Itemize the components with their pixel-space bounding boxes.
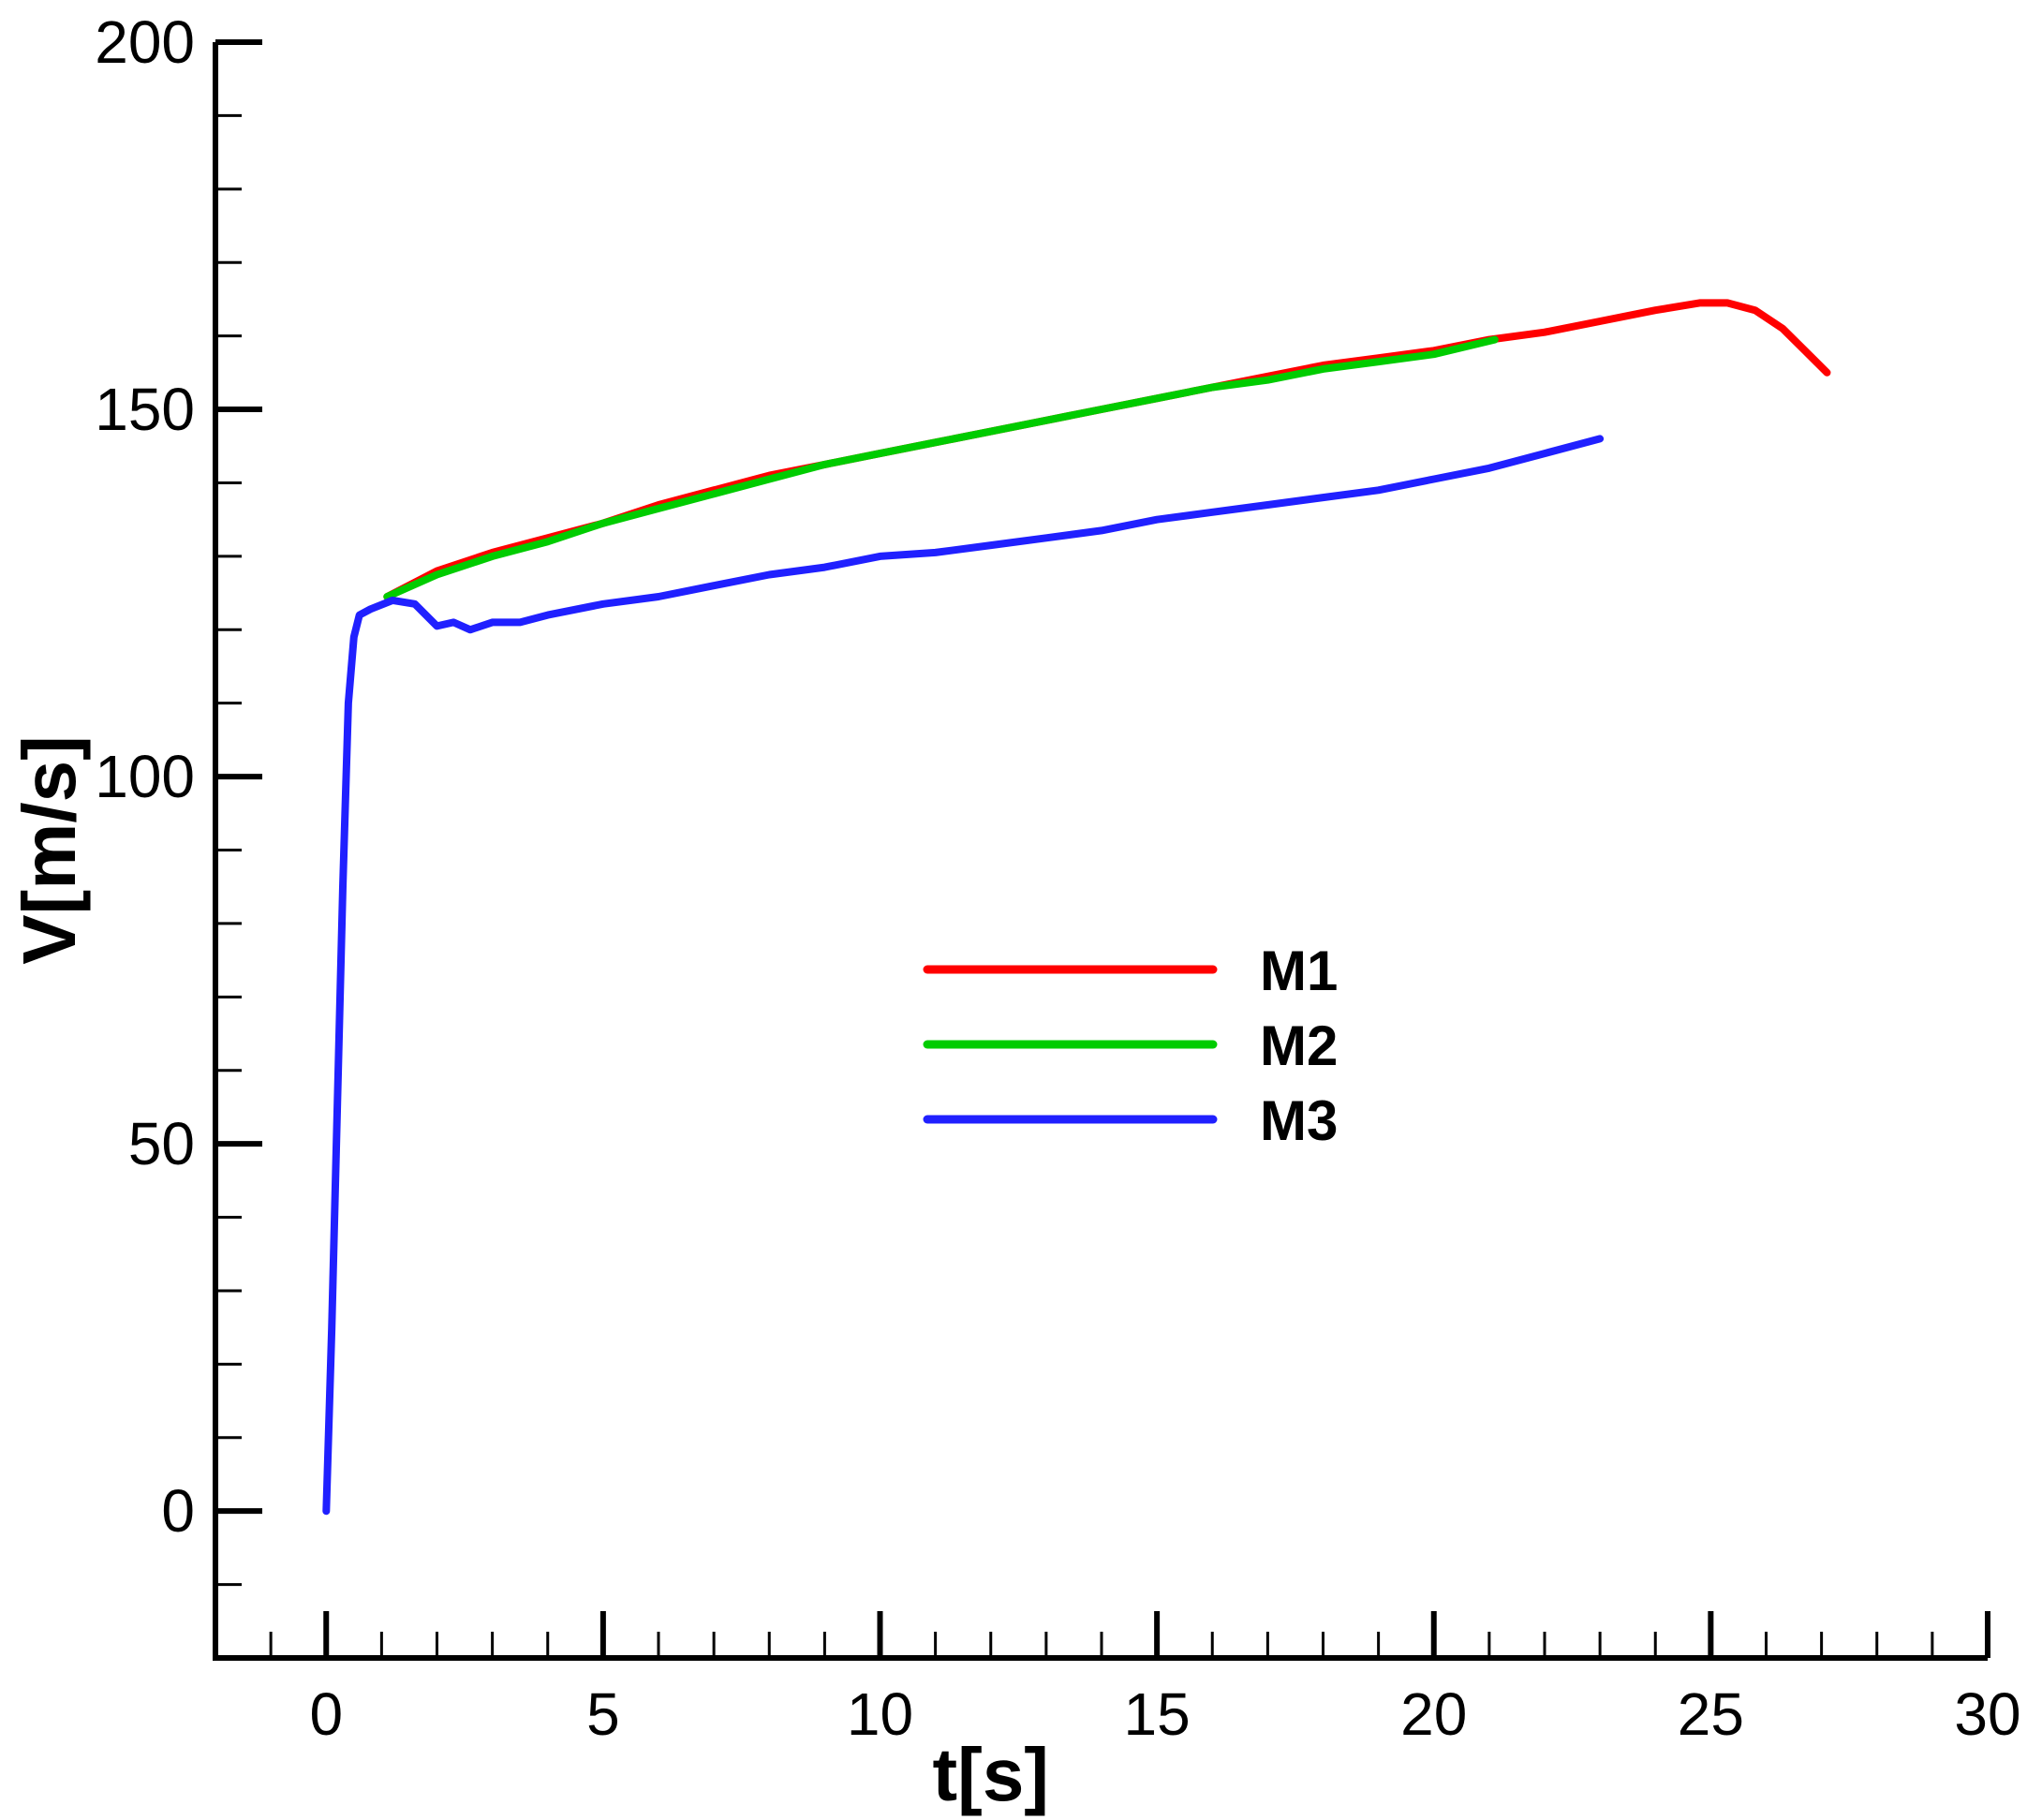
- x-tick-label: 25: [1678, 1680, 1744, 1748]
- x-tick-label: 30: [1954, 1680, 2020, 1748]
- legend-label-m3: M3: [1260, 1089, 1338, 1152]
- axes: [213, 42, 1988, 1661]
- legend-label-m1: M1: [1260, 940, 1338, 1002]
- x-tick-label: 5: [586, 1680, 620, 1748]
- y-axis-title: V[m/s]: [7, 735, 91, 965]
- x-tick-label: 20: [1400, 1680, 1467, 1748]
- x-tick-label: 10: [847, 1680, 913, 1748]
- x-axis-title: t[s]: [933, 1733, 1049, 1816]
- legend-label-m2: M2: [1260, 1014, 1338, 1077]
- x-tick-label: 15: [1124, 1680, 1191, 1748]
- y-tick-label: 50: [128, 1110, 195, 1177]
- series-line-m2: [383, 335, 1499, 600]
- legend: M1 M2 M3: [923, 940, 1338, 1152]
- series-line-m1: [383, 299, 1831, 600]
- y-tick-label: 150: [95, 376, 195, 443]
- series-layer: [322, 299, 1831, 1516]
- y-tick-label: 200: [95, 8, 195, 76]
- y-axis-ticks: 0 50 100 150 200: [95, 8, 262, 1660]
- series-line-m3: [322, 435, 1605, 1516]
- x-tick-label: 0: [309, 1680, 343, 1748]
- y-tick-label: 100: [95, 743, 195, 810]
- y-tick-label: 0: [161, 1477, 195, 1545]
- x-axis-ticks: 0 5 10 15 20 25 30: [214, 1611, 2021, 1748]
